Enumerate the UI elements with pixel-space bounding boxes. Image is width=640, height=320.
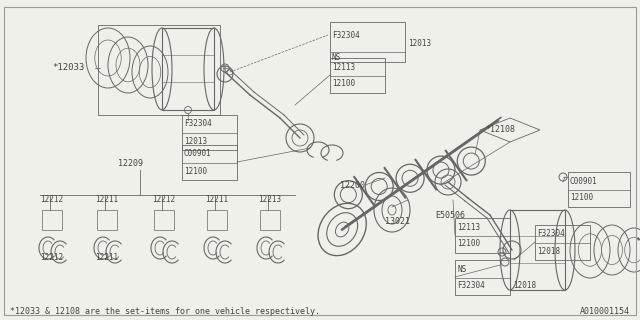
Text: F32304: F32304: [184, 119, 212, 129]
Bar: [182, 145, 237, 180]
Text: 12013: 12013: [408, 39, 431, 49]
Text: 12212: 12212: [40, 253, 63, 262]
Text: 12212: 12212: [40, 196, 63, 204]
Text: *12108: *12108: [485, 124, 515, 133]
Text: 12211: 12211: [95, 196, 118, 204]
Text: 12100: 12100: [457, 239, 480, 249]
Bar: [97, 210, 117, 230]
Text: A010001154: A010001154: [580, 308, 630, 316]
Text: E50506: E50506: [435, 211, 465, 220]
Text: 12209: 12209: [118, 158, 143, 167]
Bar: [162, 28, 214, 110]
Text: 12113: 12113: [457, 222, 480, 231]
Text: F32304: F32304: [537, 229, 564, 238]
Text: 12100: 12100: [332, 79, 355, 89]
Bar: [455, 260, 510, 295]
Bar: [330, 58, 385, 93]
Text: C00901: C00901: [570, 177, 598, 186]
Bar: [98, 25, 220, 115]
Bar: [455, 218, 510, 253]
Bar: [182, 115, 237, 150]
Bar: [154, 210, 174, 230]
Text: 12113: 12113: [332, 62, 355, 71]
Text: F32304: F32304: [457, 282, 484, 291]
Text: 12018: 12018: [513, 282, 536, 291]
Bar: [535, 225, 590, 260]
Text: 12200: 12200: [340, 180, 365, 189]
Text: 12013: 12013: [184, 137, 207, 146]
Text: 12018: 12018: [537, 246, 560, 255]
Text: 12100: 12100: [570, 194, 593, 203]
Text: F32304: F32304: [332, 30, 360, 39]
Text: NS: NS: [457, 265, 467, 274]
Bar: [330, 22, 405, 62]
Text: 12211: 12211: [205, 196, 228, 204]
Bar: [510, 210, 565, 290]
Text: NS: NS: [332, 52, 341, 61]
Bar: [568, 172, 630, 207]
Text: 12213: 12213: [258, 196, 281, 204]
Text: 12100: 12100: [184, 166, 207, 175]
Text: *12033 & 12108 are the set-items for one vehicle respectively.: *12033 & 12108 are the set-items for one…: [10, 308, 320, 316]
Text: 12211: 12211: [95, 253, 118, 262]
Text: 12212: 12212: [152, 196, 175, 204]
Bar: [260, 210, 280, 230]
Text: C00901: C00901: [184, 149, 212, 158]
Bar: [207, 210, 227, 230]
Text: 13021: 13021: [385, 218, 410, 227]
Text: *12033: *12033: [635, 237, 640, 246]
Text: *12033: *12033: [52, 63, 84, 73]
Bar: [42, 210, 62, 230]
